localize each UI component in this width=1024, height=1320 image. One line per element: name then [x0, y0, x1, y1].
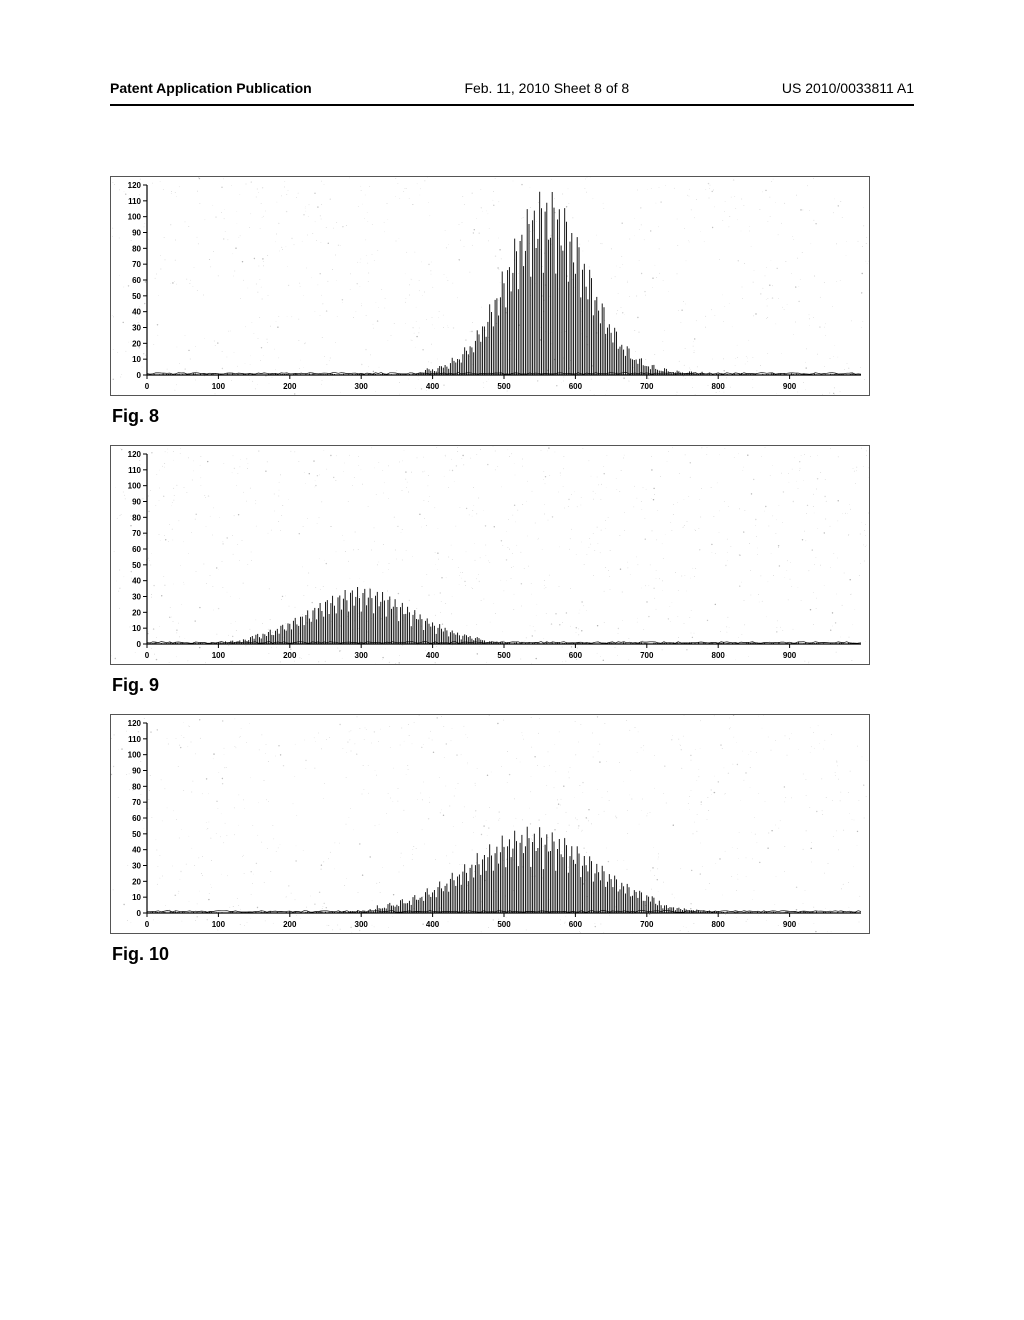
svg-text:100: 100 [128, 751, 142, 760]
svg-text:70: 70 [132, 798, 141, 807]
svg-text:60: 60 [132, 814, 141, 823]
svg-text:0: 0 [145, 651, 150, 660]
svg-text:700: 700 [640, 651, 654, 660]
svg-text:70: 70 [132, 260, 141, 269]
svg-text:0: 0 [145, 920, 150, 929]
svg-text:200: 200 [283, 651, 297, 660]
figure-10-block: 0 10 20 30 40 50 60 70 80 90 100 110 120 0 100 200 300 40… [110, 714, 914, 965]
svg-text:60: 60 [132, 276, 141, 285]
svg-text:80: 80 [132, 513, 141, 522]
svg-text:20: 20 [132, 339, 141, 348]
svg-text:70: 70 [132, 529, 141, 538]
svg-text:700: 700 [640, 382, 654, 391]
svg-text:20: 20 [132, 608, 141, 617]
figure-8-chart: 0 10 20 30 40 50 60 70 80 90 100 110 120 0 100 200 300 40… [110, 176, 870, 396]
svg-text:40: 40 [132, 308, 141, 317]
svg-text:40: 40 [132, 846, 141, 855]
svg-text:90: 90 [132, 498, 141, 507]
svg-text:900: 900 [783, 382, 797, 391]
svg-text:400: 400 [426, 382, 440, 391]
figure-10-chart: 0 10 20 30 40 50 60 70 80 90 100 110 120 0 100 200 300 40… [110, 714, 870, 934]
svg-text:800: 800 [712, 382, 726, 391]
svg-text:100: 100 [212, 920, 226, 929]
svg-text:600: 600 [569, 651, 583, 660]
figure-8-label: Fig. 8 [112, 406, 914, 427]
page: Patent Application Publication Feb. 11, … [0, 0, 1024, 1023]
svg-text:600: 600 [569, 920, 583, 929]
svg-text:40: 40 [132, 577, 141, 586]
svg-text:30: 30 [132, 593, 141, 602]
svg-text:900: 900 [783, 920, 797, 929]
header-center: Feb. 11, 2010 Sheet 8 of 8 [464, 80, 629, 96]
figure-9-chart: 0 10 20 30 40 50 60 70 80 90 100 110 120 0 100 200 300 40… [110, 445, 870, 665]
svg-text:400: 400 [426, 920, 440, 929]
svg-text:90: 90 [132, 767, 141, 776]
svg-text:50: 50 [132, 561, 141, 570]
figure-10-label: Fig. 10 [112, 944, 914, 965]
svg-text:500: 500 [497, 920, 511, 929]
header-rule [110, 104, 914, 106]
svg-text:0: 0 [137, 371, 142, 380]
svg-text:50: 50 [132, 292, 141, 301]
svg-text:100: 100 [212, 382, 226, 391]
svg-text:100: 100 [128, 482, 142, 491]
svg-text:30: 30 [132, 862, 141, 871]
svg-text:0: 0 [137, 909, 142, 918]
svg-text:120: 120 [128, 181, 142, 190]
svg-text:800: 800 [712, 920, 726, 929]
svg-text:10: 10 [132, 355, 141, 364]
svg-text:200: 200 [283, 920, 297, 929]
svg-text:200: 200 [283, 382, 297, 391]
header-left: Patent Application Publication [110, 80, 312, 96]
svg-text:700: 700 [640, 920, 654, 929]
svg-text:90: 90 [132, 229, 141, 238]
svg-text:10: 10 [132, 624, 141, 633]
svg-text:120: 120 [128, 719, 142, 728]
svg-text:50: 50 [132, 830, 141, 839]
svg-text:600: 600 [569, 382, 583, 391]
svg-text:0: 0 [145, 382, 150, 391]
svg-text:300: 300 [355, 382, 369, 391]
figure-8-block: 0 10 20 30 40 50 60 70 80 90 100 110 120 0 100 200 300 40… [110, 176, 914, 427]
page-header: Patent Application Publication Feb. 11, … [110, 80, 914, 96]
svg-text:400: 400 [426, 651, 440, 660]
svg-text:500: 500 [497, 382, 511, 391]
figure-9-label: Fig. 9 [112, 675, 914, 696]
svg-text:10: 10 [132, 893, 141, 902]
svg-text:100: 100 [128, 213, 142, 222]
svg-text:80: 80 [132, 244, 141, 253]
svg-text:110: 110 [128, 735, 141, 744]
figure-9-block: 0 10 20 30 40 50 60 70 80 90 100 110 120 0 100 200 300 40… [110, 445, 914, 696]
svg-text:20: 20 [132, 877, 141, 886]
svg-text:300: 300 [355, 920, 369, 929]
svg-text:500: 500 [497, 651, 511, 660]
svg-text:110: 110 [128, 466, 141, 475]
svg-text:60: 60 [132, 545, 141, 554]
svg-text:100: 100 [212, 651, 226, 660]
svg-text:120: 120 [128, 450, 142, 459]
svg-text:30: 30 [132, 324, 141, 333]
svg-text:110: 110 [128, 197, 141, 206]
svg-text:0: 0 [137, 640, 142, 649]
svg-text:300: 300 [355, 651, 369, 660]
svg-text:800: 800 [712, 651, 726, 660]
header-right: US 2010/0033811 A1 [782, 80, 914, 96]
svg-text:80: 80 [132, 782, 141, 791]
svg-text:900: 900 [783, 651, 797, 660]
